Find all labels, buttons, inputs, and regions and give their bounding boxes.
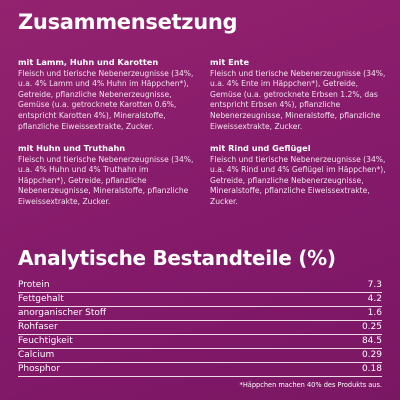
section-text: Fleisch und tierische Nebenerzeugnisse (… [210,68,386,131]
section-heading: mit Rind und Geflügel [210,143,311,153]
table-row: Fettgehalt 4.2 [18,292,382,307]
table-row: anorganischer Stoff 1.6 [18,306,382,321]
row-value: 0.29 [361,350,382,360]
table-row: Phosphor 0.18 [18,362,382,377]
row-label: Calcium [18,350,55,360]
section: mit Huhn und Truthahn Fleisch und tierisc… [18,143,196,208]
section: mit Rind und Geflügel Fleisch und tierisc… [210,143,388,208]
analysis-title: Analytische Bestandteile (%) [18,246,336,270]
section-heading: mit Huhn und Truthahn [18,143,126,153]
section-heading: mit Lamm, Huhn und Karotten [18,57,159,67]
title: Zusammensetzung [18,10,238,34]
section-text: Fleisch und tierische Nebenerzeugnisse (… [18,68,194,131]
table-row: Protein 7.3 [18,278,382,293]
section: mit Ente Fleisch und tierische Nebenerzeu… [210,57,388,132]
table-row: Feuchtigkeit 84.5 [18,334,382,349]
section: mit Lamm, Huhn und Karotten Fleisch und t… [18,57,196,132]
row-label: Fettgehalt [18,294,64,304]
row-label: Feuchtigkeit [18,336,73,346]
row-value: 1.6 [367,308,382,318]
row-value: 0.25 [361,322,382,332]
section-text: Fleisch und tierische Nebenerzeugnisse (… [210,154,386,206]
section-heading: mit Ente [210,57,249,67]
row-label: Phosphor [18,364,60,374]
row-label: anorganischer Stoff [18,308,107,318]
section-text: Fleisch und tierische Nebenerzeugnisse (… [18,154,194,206]
row-label: Rohfaser [18,322,58,332]
footnote: *Häppchen machen 40% des Produkts aus. [239,381,382,389]
table-row: Rohfaser 0.25 [18,320,382,335]
row-value: 84.5 [361,336,382,346]
row-label: Protein [18,280,50,290]
row-value: 7.3 [367,280,382,290]
table-row: Calcium 0.29 [18,348,382,363]
row-value: 0.18 [361,364,382,374]
row-value: 4.2 [367,294,382,304]
